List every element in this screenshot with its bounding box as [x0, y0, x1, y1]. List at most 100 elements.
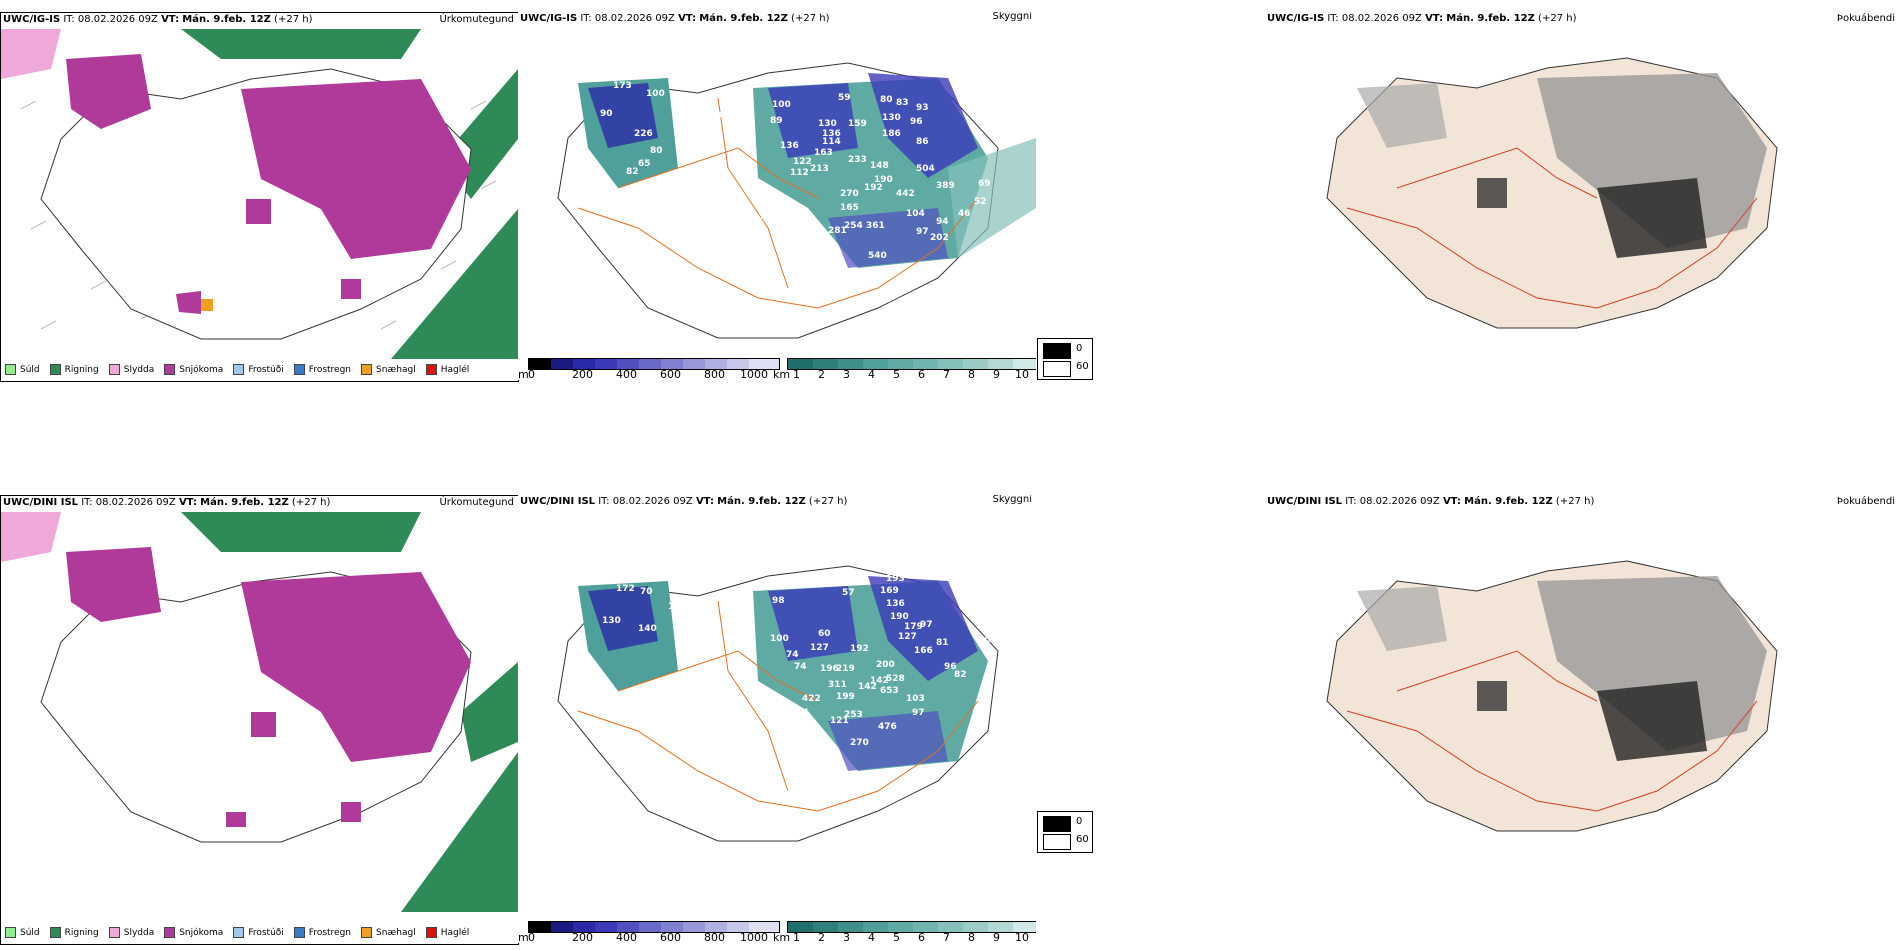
svg-text:65: 65: [638, 159, 651, 169]
ceiling-tick: 1000: [740, 931, 768, 943]
svg-text:130: 130: [818, 119, 837, 129]
visibility-map-top: 173 100 90 226 80 65 82 84 94 100 89 136…: [557, 62, 1036, 339]
ceiling-unit: m: [518, 368, 529, 380]
legend-item: Haglél: [425, 927, 469, 938]
svg-text:179: 179: [904, 622, 923, 632]
ceiling-tick: 800: [704, 931, 725, 943]
svg-text:136: 136: [822, 129, 841, 139]
fog-title-bottom: Þokuábendi: [1836, 496, 1895, 507]
fog-legend-bottom: 0 60: [1037, 811, 1093, 853]
fog-legend-label: 0: [1076, 343, 1083, 354]
svg-text:361: 361: [866, 221, 885, 231]
fog-area: [1477, 178, 1507, 208]
visibility-colorbar-fill: [787, 921, 1036, 933]
legend-item: Rigning: [49, 927, 99, 938]
svg-text:84: 84: [673, 117, 686, 127]
svg-text:60: 60: [818, 629, 831, 639]
svg-text:121: 121: [830, 716, 849, 726]
ceiling-colorbar-fill: [528, 358, 780, 370]
road-network: [577, 600, 979, 812]
svg-text:89: 89: [770, 116, 783, 126]
vis-tick: 9: [993, 368, 1000, 380]
rain-area: [401, 752, 518, 912]
legend-item: Snæhagl: [361, 927, 416, 938]
vis-tick: 1: [793, 931, 800, 943]
svg-text:97: 97: [912, 708, 925, 718]
road-network: [1346, 147, 1758, 309]
precip-legend-bottom: Súld Rigning Slydda Snjókoma Frostúði Fr…: [5, 927, 469, 938]
vis-tick: 6: [918, 368, 925, 380]
legend-item: Snjókoma: [164, 364, 223, 375]
snow-area: [176, 291, 201, 314]
sleet-area: [1, 512, 61, 562]
svg-text:94: 94: [936, 217, 949, 227]
svg-text:192: 192: [850, 644, 869, 654]
fog-legend-swatch: [1043, 343, 1071, 359]
svg-text:281: 281: [828, 226, 847, 236]
svg-text:130: 130: [882, 113, 901, 123]
fog-area: [1537, 73, 1767, 248]
rain-area: [461, 662, 518, 762]
ceiling-colorbar-fill: [528, 921, 780, 933]
precip-panel-bottom: UWC/DINI ISL IT: 08.02.2026 09Z VT: Mán.…: [0, 495, 519, 945]
vis-unit: km: [773, 368, 791, 380]
svg-text:504: 504: [916, 164, 935, 174]
vis-tick: 4: [868, 368, 875, 380]
svg-text:196: 196: [820, 664, 839, 674]
svg-text:86: 86: [916, 137, 929, 147]
visibility-header-bottom: UWC/DINI ISL IT: 08.02.2026 09Z VT: Mán.…: [520, 496, 848, 507]
svg-text:254: 254: [844, 221, 863, 231]
ceiling-tick: 800: [704, 368, 725, 380]
fog-area: [1357, 586, 1447, 651]
svg-text:270: 270: [850, 738, 869, 748]
fog-header-top: UWC/IG-IS IT: 08.02.2026 09Z VT: Mán. 9.…: [1267, 13, 1577, 24]
ceiling-tick: 0: [528, 368, 535, 380]
graupel-area: [201, 299, 213, 311]
ceiling-tick: 0: [528, 931, 535, 943]
svg-text:103: 103: [906, 694, 925, 704]
precip-title-top: Úrkomutegund: [439, 14, 514, 25]
precip-panel-top: UWC/IG-IS IT: 08.02.2026 09Z VT: Mán. 9.…: [0, 12, 519, 382]
svg-text:172: 172: [616, 584, 635, 594]
visibility-map-bottom: 172 70 130 140 102 98 100 74 74 60 127 1…: [557, 565, 999, 842]
svg-text:102: 102: [668, 602, 687, 612]
vis-tick: 3: [843, 931, 850, 943]
low-ceiling-area: [828, 208, 948, 268]
legend-item: Snjókoma: [164, 927, 223, 938]
svg-text:101: 101: [804, 229, 823, 239]
svg-text:74: 74: [786, 650, 799, 660]
svg-text:653: 653: [880, 686, 899, 696]
svg-text:226: 226: [634, 129, 653, 139]
svg-text:127: 127: [810, 643, 829, 653]
svg-text:186: 186: [882, 129, 901, 139]
ceiling-value-labels: 172 70 130 140 102 98 100 74 74 60 127 1…: [602, 574, 997, 780]
svg-text:127: 127: [898, 632, 917, 642]
low-ceiling-area: [868, 576, 978, 681]
fog-legend-swatch: [1043, 816, 1071, 832]
ceiling-colorbar-bottom: m 0 200 400 600 800 1000: [518, 919, 780, 943]
svg-text:90: 90: [600, 109, 613, 119]
legend-item: Frostúði: [233, 927, 284, 938]
fog-area: [1357, 83, 1447, 148]
svg-text:163: 163: [814, 148, 833, 158]
visibility-header-top: UWC/IG-IS IT: 08.02.2026 09Z VT: Mán. 9.…: [520, 13, 830, 24]
svg-text:245: 245: [870, 770, 889, 780]
ceiling-tick: 200: [572, 931, 593, 943]
svg-text:136: 136: [780, 141, 799, 151]
fog-title-top: Þokuábendi: [1836, 13, 1895, 24]
svg-text:442: 442: [896, 189, 915, 199]
svg-text:112: 112: [790, 168, 809, 178]
svg-text:130: 130: [602, 616, 621, 626]
vis-tick: 10: [1015, 368, 1029, 380]
visibility-title-bottom: Skyggni: [992, 495, 1032, 505]
svg-text:97: 97: [920, 620, 933, 630]
precip-header-bottom: UWC/DINI ISL IT: 08.02.2026 09Z VT: Mán.…: [3, 497, 331, 508]
svg-text:96: 96: [910, 117, 923, 127]
svg-text:165: 165: [840, 203, 859, 213]
vis-tick: 2: [818, 368, 825, 380]
svg-text:70: 70: [640, 587, 653, 597]
svg-text:104: 104: [906, 209, 925, 219]
vis-tick: 5: [893, 931, 900, 943]
svg-text:140: 140: [638, 624, 657, 634]
svg-text:200: 200: [876, 660, 895, 670]
